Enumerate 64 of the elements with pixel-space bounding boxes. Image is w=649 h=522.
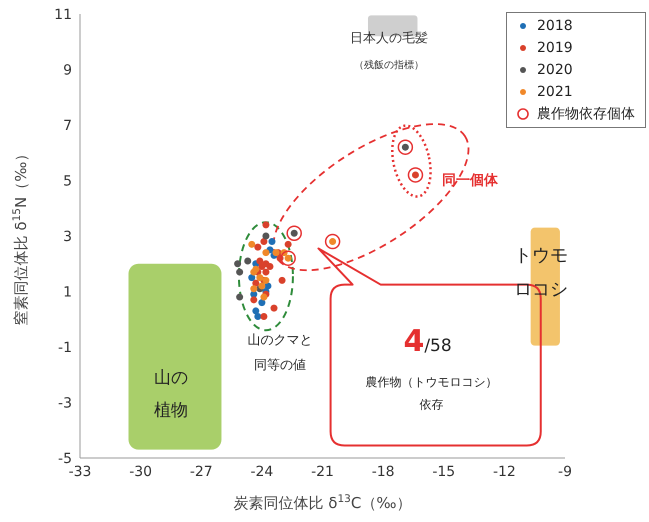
point <box>258 299 266 306</box>
point <box>252 307 260 314</box>
y-tick-label: -1 <box>58 340 72 356</box>
point <box>250 285 258 292</box>
point <box>284 240 292 248</box>
y-tick-label: 7 <box>63 118 72 134</box>
point <box>258 282 266 290</box>
y-tick-label: 11 <box>54 6 72 23</box>
point <box>236 294 244 301</box>
point <box>260 238 268 246</box>
point <box>286 225 302 241</box>
annotation: 日本人の毛髪 <box>350 30 428 46</box>
point <box>236 268 244 276</box>
x-tick-label: -21 <box>311 464 334 480</box>
x-tick-label: -15 <box>432 464 456 480</box>
point <box>244 257 252 264</box>
point <box>258 263 266 270</box>
point <box>324 234 340 250</box>
point <box>254 244 262 251</box>
point <box>256 274 264 282</box>
point <box>408 167 424 183</box>
legend-label: 2019 <box>537 39 573 58</box>
annotation: （残飯の指標） <box>354 59 424 72</box>
legend-label: 2020 <box>537 61 573 80</box>
point <box>260 294 268 301</box>
annotation: 同一個体 <box>442 172 500 189</box>
legend-label: 農作物依存個体 <box>537 105 635 124</box>
x-axis-title: 炭素同位体比 δ$^{13}$C（‰） <box>234 493 412 512</box>
y-tick-label: 3 <box>63 228 72 245</box>
x-tick-label: -27 <box>190 464 213 480</box>
point <box>262 268 270 276</box>
point <box>398 139 414 155</box>
point <box>262 221 270 228</box>
point <box>254 312 262 320</box>
point <box>266 263 274 270</box>
point <box>250 296 258 304</box>
x-tick-label: -12 <box>492 464 516 480</box>
point <box>260 312 268 320</box>
annotation: 農作物（トウモロコシ）依存 <box>366 374 498 412</box>
point <box>256 257 264 264</box>
point <box>270 304 278 312</box>
annotation: 4/58 <box>403 324 452 360</box>
point <box>234 260 242 268</box>
point <box>248 240 256 248</box>
y-tick-label: 9 <box>63 62 72 78</box>
y-tick-label: -3 <box>58 395 72 412</box>
x-tick-label: -18 <box>372 464 395 480</box>
y-tick-label: 5 <box>63 173 72 190</box>
point <box>262 249 270 256</box>
point <box>278 276 286 284</box>
point <box>268 238 276 246</box>
x-tick-label: -30 <box>129 464 152 480</box>
annotation: 山のクマと同等の値 <box>248 333 313 373</box>
point <box>248 274 256 282</box>
x-tick-label: -24 <box>250 464 274 480</box>
legend-label: 2021 <box>537 83 573 102</box>
point <box>280 250 296 266</box>
y-tick-label: 1 <box>63 284 72 300</box>
legend-label: 2018 <box>537 17 573 36</box>
point <box>262 232 270 240</box>
x-tick-label: -9 <box>558 464 572 480</box>
point <box>250 268 258 276</box>
point <box>252 280 260 287</box>
annotation: 山の植物 <box>154 368 188 420</box>
